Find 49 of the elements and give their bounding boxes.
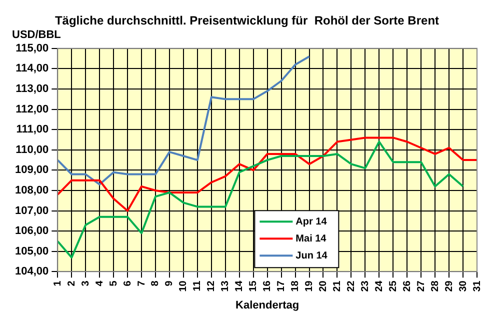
x-tick-label: 12 [206,280,218,292]
x-tick-label: 2 [66,280,78,286]
x-tick-label: 4 [94,280,106,286]
y-tick-label: 115,00 [16,42,49,54]
x-tick-label: 22 [346,280,357,292]
y-tick-label: 114,00 [16,62,49,75]
x-tick-label: 25 [388,280,399,292]
x-tick-label: 27 [416,280,427,292]
x-tick-label: 24 [374,280,385,292]
y-tick-label: 113,00 [16,83,49,96]
x-tick-label: 17 [276,280,288,292]
x-tick-label: 23 [360,280,371,292]
y-tick-label: 105,00 [14,245,49,258]
legend-label: Mai 14 [296,233,327,244]
x-tick-label: 20 [318,280,329,292]
y-tick-label: 109,00 [14,164,49,176]
y-tick-label: 106,00 [14,225,49,238]
x-tick-label: 15 [248,280,260,292]
y-axis-title: USD/BBL [12,28,62,41]
y-tick-label: 108,00 [14,184,49,197]
y-tick-label: 111,00 [16,124,49,136]
chart-title: Tägliche durchschnittl. Preisentwicklung für Rohöl der Sorte Brent [54,14,440,28]
x-tick-label: 7 [136,280,148,286]
x-axis-title: Kalendertag [236,299,300,312]
x-tick-label: 5 [108,280,120,286]
x-tick-label: 3 [80,280,92,286]
x-tick-label: 1 [52,280,64,286]
x-tick-label: 13 [220,280,232,292]
y-tick-label: 110,00 [16,144,49,156]
x-tick-label: 8 [150,280,162,286]
x-tick-label: 10 [178,280,190,292]
x-tick-label: 31 [472,280,483,292]
x-tick-label: 30 [458,280,469,292]
x-tick-label: 29 [444,280,455,292]
y-tick-label: 112,00 [16,103,49,116]
x-tick-label: 6 [122,280,134,286]
legend-label: Apr 14 [296,216,328,228]
y-tick-label: 107,00 [14,204,49,217]
y-tick-label: 104,00 [14,266,49,278]
x-tick-label: 11 [192,280,204,292]
x-tick-label: 16 [262,280,274,292]
x-tick-label: 18 [290,280,302,292]
x-tick-label: 28 [430,280,441,292]
x-tick-label: 9 [164,280,176,286]
x-tick-label: 14 [234,280,246,292]
legend-label: Jun 14 [296,250,328,262]
x-tick-label: 21 [332,280,343,292]
x-tick-label: 19 [304,280,316,292]
x-tick-label: 26 [402,280,413,292]
